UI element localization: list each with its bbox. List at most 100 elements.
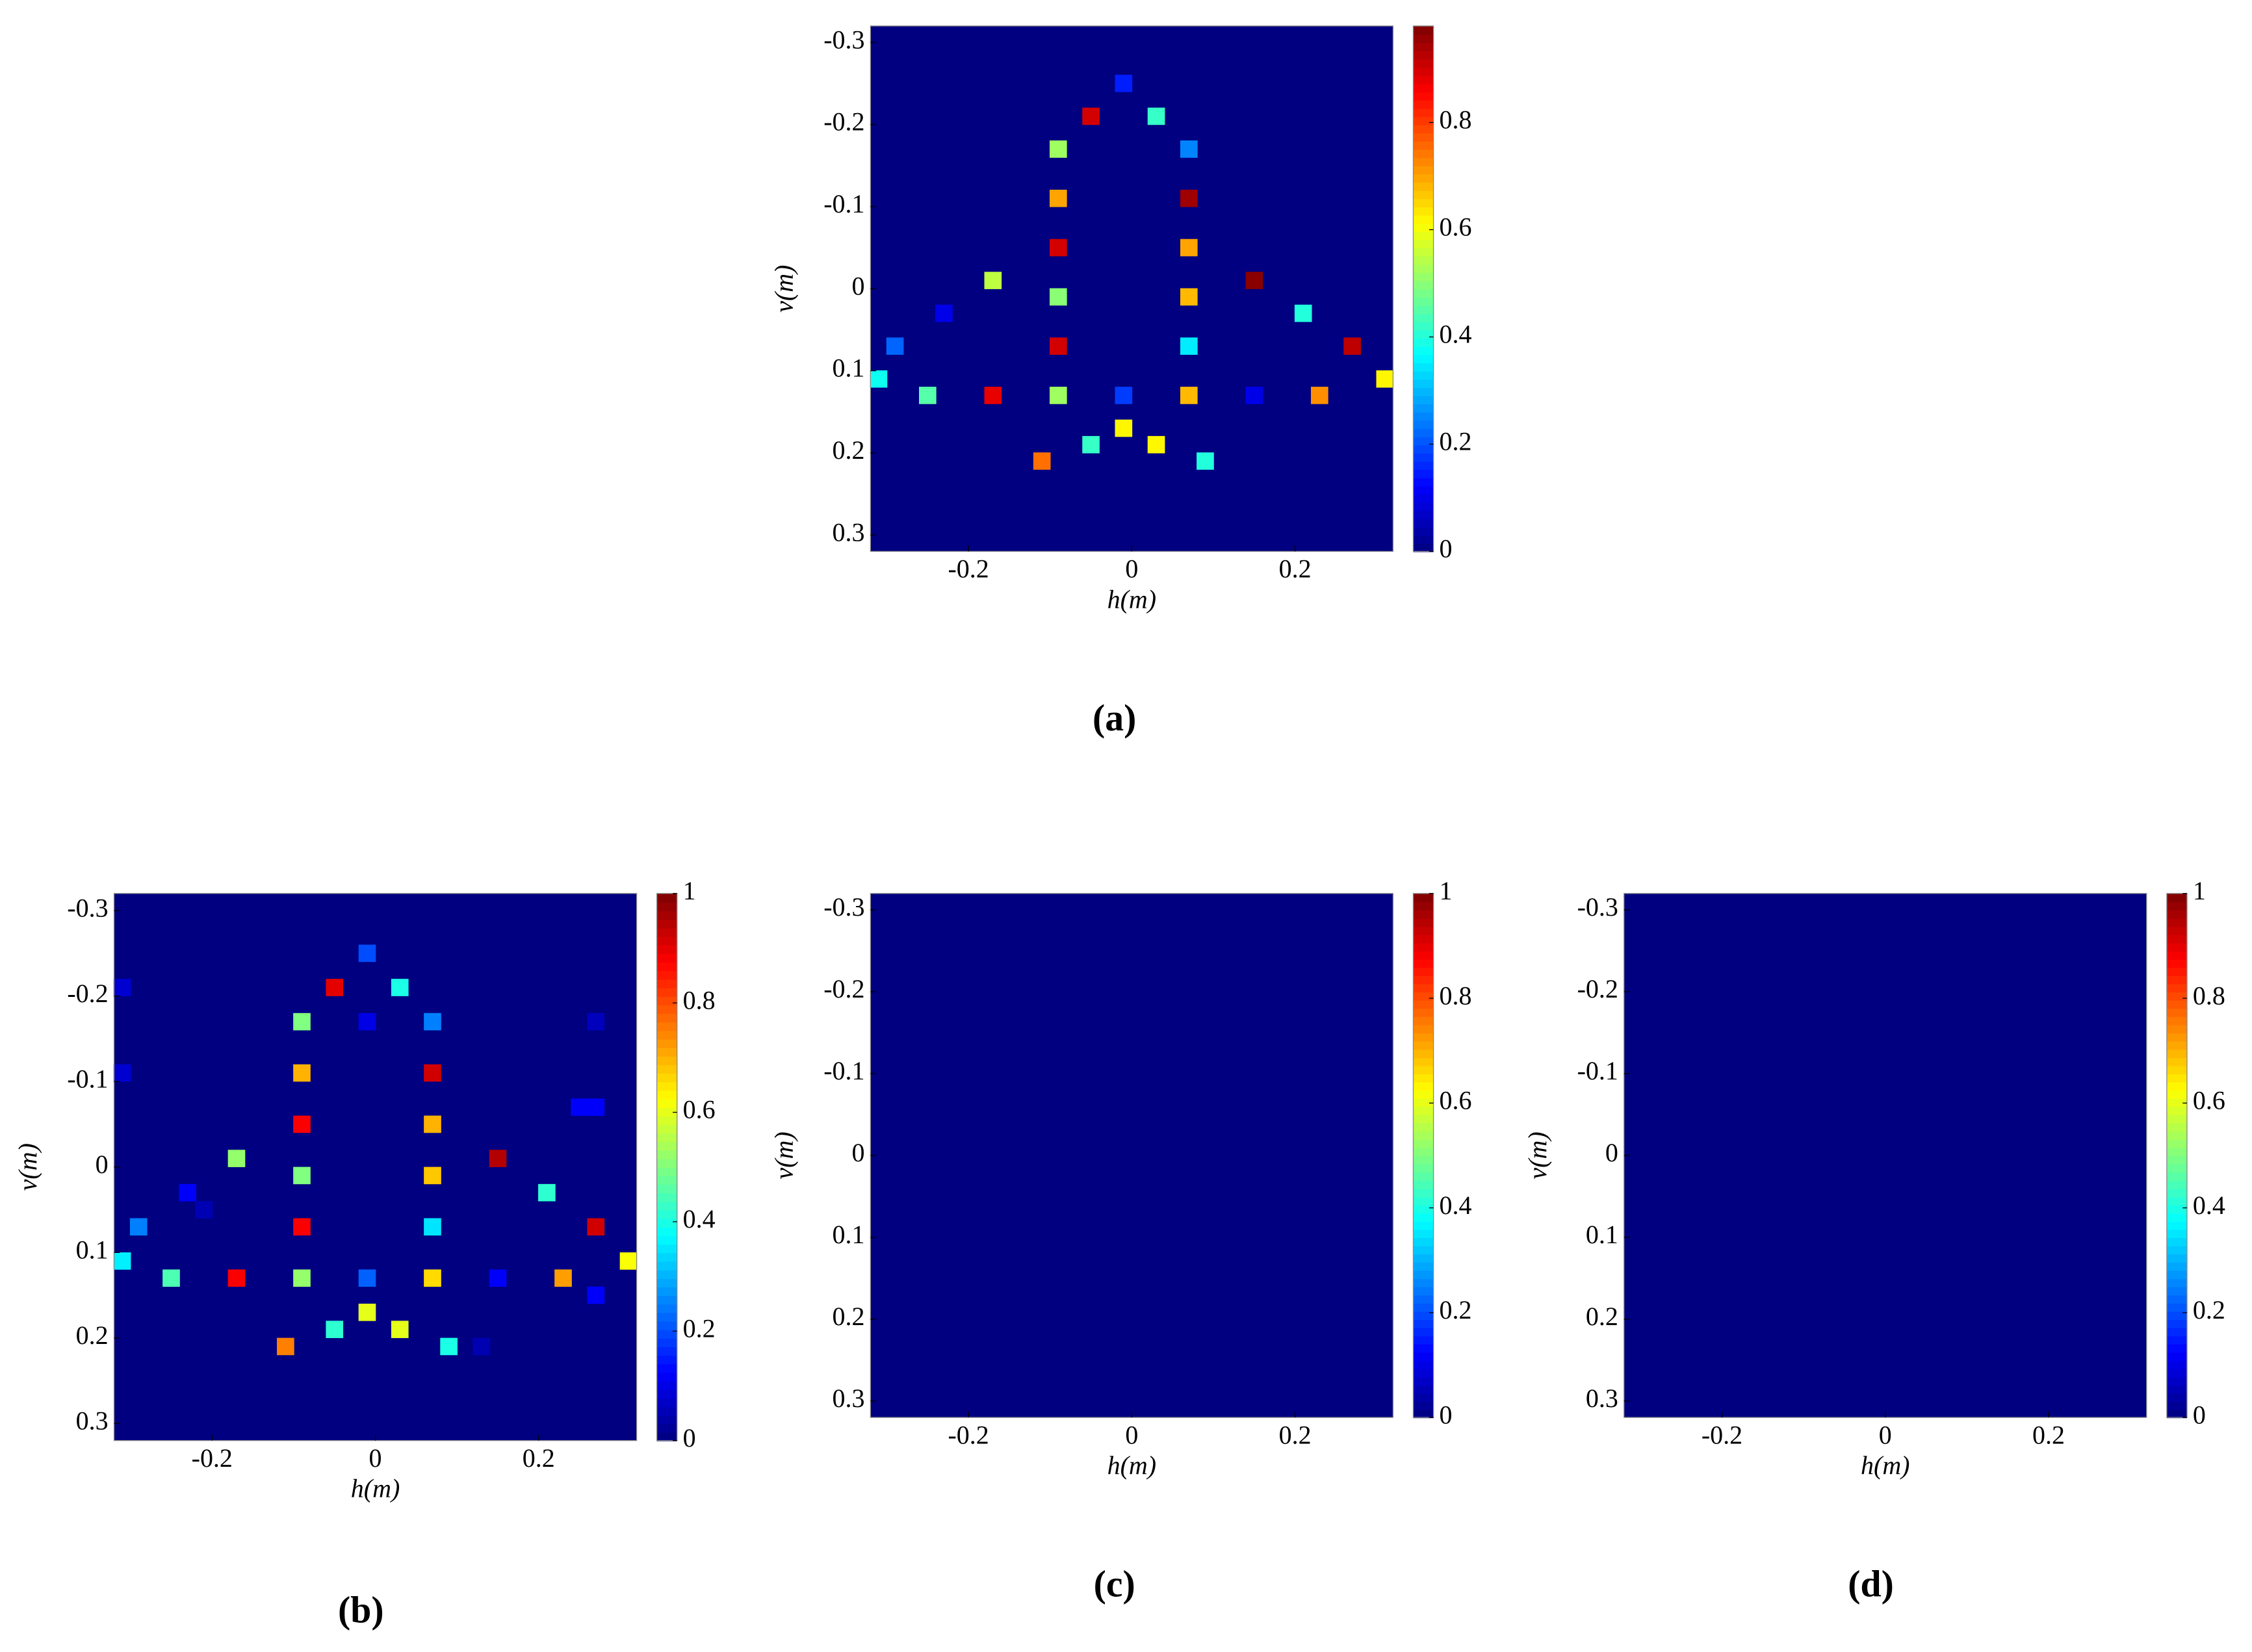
cell <box>326 1321 344 1338</box>
x-tick-label: 0 <box>369 1443 382 1473</box>
colorbar-step <box>1413 149 1434 159</box>
colorbar-border <box>1412 893 1434 1418</box>
cell <box>326 979 344 996</box>
y-tick-label: -0.2 <box>823 974 864 1003</box>
cell <box>1180 337 1198 355</box>
colorbar-step <box>1413 289 1434 298</box>
colorbar-step <box>1413 1278 1434 1287</box>
x-tick-label: -0.2 <box>1702 1420 1742 1449</box>
colorbar-step <box>1413 1352 1434 1362</box>
colorbar-step <box>2166 1368 2187 1378</box>
x-axis-label: h(m) <box>1107 1451 1156 1480</box>
colorbar-step <box>2166 893 2187 903</box>
colorbar-tick-label: 0.4 <box>1439 320 1471 349</box>
colorbar-step <box>1413 338 1434 347</box>
colorbar-step <box>1413 1368 1434 1378</box>
colorbar-step <box>1413 370 1434 380</box>
colorbar-step <box>2166 910 2187 919</box>
colorbar-step <box>1413 411 1434 421</box>
colorbar-step <box>1413 198 1434 207</box>
colorbar-step <box>2166 1081 2187 1091</box>
colorbar-step <box>1413 926 1434 935</box>
colorbar-step <box>656 1193 677 1202</box>
colorbar-tick-label: 0.8 <box>2193 981 2225 1010</box>
colorbar-step <box>2166 1204 2187 1214</box>
colorbar-step <box>1413 133 1434 142</box>
colorbar-step <box>1413 518 1434 528</box>
colorbar-step <box>1413 1254 1434 1263</box>
cell <box>886 337 904 355</box>
colorbar-step <box>656 1201 677 1211</box>
y-tick-label: 0 <box>852 271 865 300</box>
cell <box>179 1183 196 1202</box>
colorbar-step <box>2166 1319 2187 1328</box>
colorbar-step <box>1413 1409 1434 1419</box>
cell <box>1343 337 1361 355</box>
colorbar-tick-label: 1 <box>1439 876 1452 905</box>
colorbar-tick-label: 0.6 <box>1439 1086 1471 1115</box>
colorbar-step <box>1413 42 1434 51</box>
colorbar-step <box>656 1346 677 1356</box>
y-tick-label: -0.2 <box>67 979 108 1008</box>
colorbar-step <box>1413 1237 1434 1246</box>
y-tick-label: 0.1 <box>833 354 865 383</box>
colorbar-step <box>656 1295 677 1305</box>
colorbar-step <box>656 1004 677 1014</box>
colorbar-step <box>656 1098 677 1108</box>
cell <box>293 1218 311 1236</box>
cell <box>293 1013 311 1031</box>
cell <box>195 1201 213 1219</box>
cell <box>587 1218 605 1236</box>
colorbar-step <box>656 936 677 946</box>
colorbar-step <box>2166 1254 2187 1263</box>
plot-area <box>114 893 637 1441</box>
x-tick-label: 0.2 <box>1279 1420 1312 1449</box>
colorbar-step <box>2166 1229 2187 1239</box>
colorbar-step <box>656 1286 677 1297</box>
plot-area <box>1624 893 2147 1418</box>
cell <box>424 1167 441 1185</box>
caption: (a) <box>1093 698 1136 739</box>
colorbar-step <box>2166 992 2187 1001</box>
colorbar-step <box>656 1415 677 1425</box>
colorbar-step <box>1413 992 1434 1001</box>
colorbar-tick-label: 0.4 <box>683 1204 716 1233</box>
colorbar-step <box>2166 951 2187 960</box>
cell <box>1180 387 1198 404</box>
y-tick-label: -0.2 <box>1577 974 1618 1003</box>
colorbar-step <box>1413 25 1434 35</box>
cell <box>424 1115 441 1133</box>
cell <box>440 1337 458 1356</box>
colorbar-step <box>2166 934 2187 944</box>
colorbar-step <box>656 1167 677 1176</box>
colorbar-step <box>656 944 677 955</box>
plot-area <box>870 25 1393 552</box>
plot-area <box>870 893 1393 1418</box>
colorbar-step <box>1413 223 1434 232</box>
cell <box>984 387 1002 404</box>
colorbar-step <box>656 1073 677 1083</box>
colorbar-step <box>1413 1090 1434 1099</box>
colorbar-step <box>1413 1081 1434 1091</box>
colorbar-step <box>656 1022 677 1031</box>
colorbar-step <box>1413 1172 1434 1181</box>
cell <box>935 304 953 322</box>
colorbar-step <box>2166 1188 2187 1198</box>
colorbar-step <box>1413 231 1434 240</box>
cell <box>587 1013 605 1031</box>
colorbar-step <box>656 1380 677 1390</box>
colorbar-step <box>656 1175 677 1185</box>
colorbar-step <box>1413 893 1434 903</box>
colorbar-step <box>2166 901 2187 911</box>
y-tick-label: -0.3 <box>1577 892 1618 922</box>
colorbar-step <box>656 1141 677 1151</box>
cell <box>391 979 409 996</box>
colorbar-step <box>1413 1270 1434 1280</box>
colorbar-step <box>1413 108 1434 118</box>
colorbar-step <box>1413 910 1434 919</box>
colorbar-step <box>1413 942 1434 952</box>
colorbar-step <box>1413 1393 1434 1402</box>
colorbar-step <box>656 1372 677 1382</box>
colorbar-step <box>656 1133 677 1142</box>
colorbar-step <box>656 919 677 929</box>
